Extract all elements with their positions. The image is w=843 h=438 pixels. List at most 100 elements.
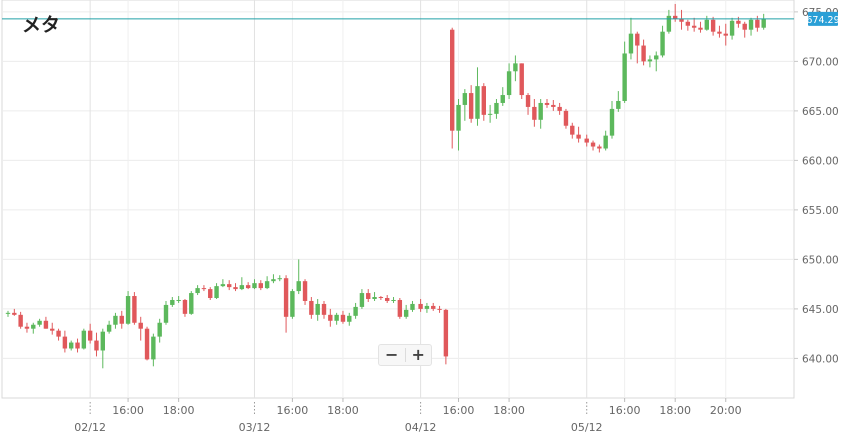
x-tick-label: 18:00: [493, 404, 525, 417]
candle-body: [359, 293, 365, 307]
candle-body: [125, 296, 131, 324]
candle-body: [698, 27, 703, 30]
grid: [1, 0, 795, 399]
candle: [729, 17, 735, 40]
candle: [138, 316, 143, 341]
candle-body: [264, 281, 270, 289]
y-tick-label: 650.00: [802, 254, 839, 266]
candle-body: [475, 86, 480, 119]
candle-body: [487, 113, 493, 115]
candle: [654, 51, 659, 72]
candle: [87, 323, 93, 344]
candle-body: [5, 312, 11, 314]
current-price: 674.29: [2, 11, 840, 26]
candle: [544, 99, 550, 108]
candle-body: [252, 283, 257, 289]
candle-body: [654, 55, 659, 60]
current-price-label: 674.29: [806, 15, 839, 26]
zoom-separator: [404, 348, 406, 362]
candle: [538, 99, 543, 129]
candle: [532, 99, 537, 127]
candle-body: [277, 278, 282, 280]
candle: [597, 144, 602, 153]
candle-body: [494, 102, 499, 114]
candle: [182, 298, 188, 317]
candle-body: [283, 278, 289, 317]
y-tick-label: 665.00: [802, 106, 839, 118]
candle-body: [603, 135, 608, 149]
candle-body: [679, 18, 684, 22]
candle: [37, 318, 42, 327]
candle-body: [56, 330, 61, 337]
candle-body: [456, 104, 461, 131]
candle-body: [138, 322, 143, 329]
candle-body: [87, 330, 93, 341]
candle-body: [296, 281, 301, 292]
candle-body: [570, 125, 575, 135]
candle: [277, 275, 282, 282]
candle: [290, 289, 295, 319]
candle-body: [635, 33, 640, 46]
x-tick-label: 04/12: [405, 421, 437, 434]
candle: [717, 25, 722, 38]
candle-body: [227, 284, 232, 288]
candle-body: [397, 299, 403, 317]
candle: [698, 21, 703, 33]
candle-body: [437, 308, 442, 310]
candle: [315, 298, 320, 321]
candle-body: [245, 285, 251, 289]
candle-body: [506, 71, 512, 96]
y-tick-label: 670.00: [802, 56, 839, 68]
candle-body: [31, 324, 36, 329]
candles: [5, 3, 766, 369]
candle-body: [576, 134, 581, 139]
candle: [748, 17, 754, 36]
zoom-in-button[interactable]: +: [406, 345, 432, 365]
candle: [144, 326, 150, 361]
candle: [220, 279, 226, 288]
zoom-out-button[interactable]: −: [379, 345, 405, 365]
candle-body: [18, 314, 23, 327]
candle-body: [391, 299, 396, 301]
candle: [372, 292, 377, 301]
candle: [557, 102, 562, 115]
candle: [227, 280, 232, 291]
candle: [233, 283, 238, 292]
candle-body: [622, 53, 627, 101]
candle: [176, 296, 181, 303]
candle-body: [195, 288, 200, 294]
candle: [283, 275, 289, 333]
candle-body: [94, 340, 99, 351]
candle-body: [584, 138, 589, 143]
candle: [328, 308, 333, 327]
candle-body: [723, 33, 728, 36]
candle-body: [742, 23, 747, 30]
candle-body: [481, 86, 486, 115]
candle-body: [81, 330, 87, 349]
candle-body: [220, 284, 226, 287]
candle: [403, 304, 409, 319]
x-tick-label: 16:00: [277, 404, 309, 417]
candle: [113, 312, 118, 329]
candle: [570, 122, 575, 139]
candle-body: [563, 110, 569, 126]
candle-body: [418, 303, 423, 309]
candle: [340, 310, 346, 324]
candle-body: [557, 106, 562, 111]
candle-body: [50, 328, 55, 331]
candle: [100, 328, 105, 369]
candle-body: [309, 300, 314, 315]
candle: [424, 302, 430, 313]
candle-body: [500, 95, 505, 103]
candle: [214, 283, 219, 299]
candle: [410, 300, 415, 312]
x-tick-label: 16:00: [443, 404, 475, 417]
candle: [691, 17, 697, 32]
candle-body: [233, 287, 238, 290]
candle-body: [144, 328, 150, 360]
candle: [239, 277, 245, 291]
candle-body: [119, 315, 124, 324]
candle: [660, 25, 665, 58]
candle: [584, 134, 589, 147]
candle-body: [24, 326, 30, 329]
